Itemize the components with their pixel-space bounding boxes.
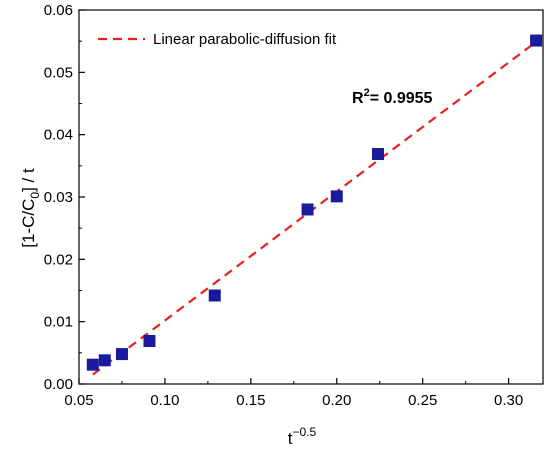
r-squared-value: = 0.9955 [370, 90, 433, 107]
y-tick-label: 0.03 [44, 189, 73, 206]
x-tick-label: 0.05 [64, 392, 93, 409]
data-point [330, 190, 343, 203]
fit-layer [92, 38, 541, 376]
fit-line [92, 38, 541, 376]
y-axis-title-main: [1-C/C [19, 199, 38, 248]
y-axis-title-sub: 0 [28, 192, 42, 199]
data-point [86, 358, 99, 371]
y-tick-label: 0.05 [44, 64, 73, 81]
y-tick-label: 0.04 [44, 127, 73, 144]
x-axis-title: t−0.5 [288, 425, 317, 448]
y-tick-label: 0.01 [44, 314, 73, 331]
data-point [98, 354, 111, 367]
x-tick-label: 0.10 [150, 392, 179, 409]
y-axis-title-end: ] / t [19, 168, 38, 192]
legend: Linear parabolic-diffusion fit [98, 31, 337, 48]
data-point [530, 34, 543, 47]
x-tick-label: 0.30 [494, 392, 523, 409]
plot-frame [78, 9, 544, 385]
legend-label: Linear parabolic-diffusion fit [153, 31, 337, 48]
data-point [143, 334, 156, 347]
x-tick-label: 0.20 [322, 392, 351, 409]
x-tick-label: 0.15 [236, 392, 265, 409]
r-squared-base: R [352, 90, 364, 107]
y-axis-title: [1-C/C0] / t [19, 168, 42, 248]
r-squared-sup: 2 [364, 87, 370, 99]
points-layer [86, 34, 543, 371]
data-point [208, 289, 221, 302]
x-tick-label: 0.25 [408, 392, 437, 409]
y-tick-label: 0.06 [44, 2, 73, 19]
x-axis-title-base: t [288, 429, 293, 448]
x-axis-title-sup: −0.5 [293, 425, 317, 439]
y-tick-label: 0.02 [44, 251, 73, 268]
data-point [372, 147, 385, 160]
r-squared-annotation: R2= 0.9955 [352, 87, 433, 107]
data-point [301, 203, 314, 216]
data-point [115, 348, 128, 361]
ticks-layer: 0.05 0.10 0.15 0.20 0.25 0.30 0.00 0.01 0.02 0.03… [44, 2, 523, 409]
y-tick-label: 0.00 [44, 376, 73, 393]
